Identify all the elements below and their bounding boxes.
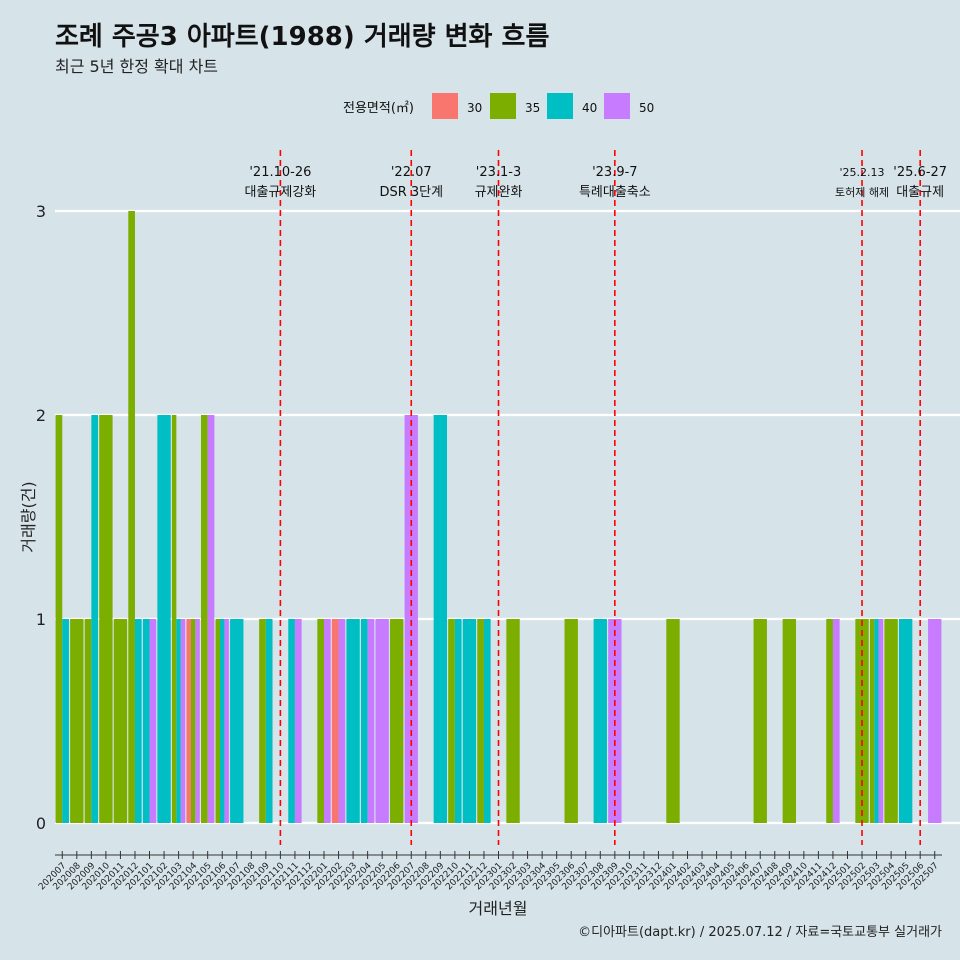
- bar-202210-40: [454, 619, 462, 823]
- bar-202407-35: [753, 619, 767, 823]
- bar-202111-50: [294, 619, 302, 823]
- bar-202104-50: [195, 619, 200, 823]
- bar-202111-40: [288, 619, 295, 823]
- legend-swatch-30: [432, 93, 458, 119]
- bar-202207-50: [404, 415, 418, 823]
- y-tick-label: 1: [36, 610, 46, 629]
- bar-202204-50: [367, 619, 375, 823]
- bar-202205-50: [375, 619, 389, 823]
- bar-202505-40: [898, 619, 913, 823]
- event-date-label: '21.10-26: [249, 165, 311, 180]
- bar-202103-35: [171, 415, 177, 823]
- event-name-label: 대출규제: [896, 185, 944, 200]
- legend-swatch-35: [490, 93, 516, 119]
- bar-202212-35: [477, 619, 484, 823]
- bar-202302-35: [506, 619, 520, 823]
- x-axis-title: 거래년월: [469, 899, 528, 918]
- y-tick-label: 0: [36, 814, 46, 833]
- bar-202007-35: [55, 415, 63, 823]
- bar-202105-35: [200, 415, 208, 823]
- event-date-label: '23.1-3: [476, 165, 521, 180]
- bar-202409-35: [782, 619, 797, 823]
- legend-label-35: 35: [525, 101, 540, 115]
- event-name-label: 규제완화: [475, 185, 523, 200]
- bar-202507-50: [928, 619, 942, 823]
- bar-202201-35: [317, 619, 325, 823]
- legend-label-30: 30: [467, 101, 482, 115]
- bar-202012-40: [134, 619, 142, 823]
- event-date-label: '22.07: [391, 165, 432, 180]
- chart-subtitle: 최근 5년 한정 확대 차트: [55, 57, 219, 76]
- bar-202211-40: [462, 619, 477, 823]
- bar-202012-35: [128, 211, 135, 823]
- bar-202209-40: [433, 415, 448, 823]
- bar-202503-50: [878, 619, 884, 823]
- bar-202010-35: [99, 415, 113, 823]
- event-name-label: 대출규제강화: [245, 185, 317, 200]
- legend: 전용면적(㎡) 30 35 40 50: [343, 93, 654, 119]
- chart-caption: ©디아파트(dapt.kr) / 2025.07.12 / 자료=국토교통부 실…: [578, 925, 942, 940]
- bar-202503-35: [869, 619, 875, 823]
- bar-202106-40: [219, 619, 225, 823]
- bar-202203-40: [346, 619, 360, 823]
- bar-202210-35: [448, 619, 455, 823]
- bar-202007-40: [62, 619, 69, 823]
- bar-202504-35: [884, 619, 898, 823]
- bar-202008-35: [70, 619, 84, 823]
- bar-202105-50: [207, 415, 215, 823]
- bar-202101-40: [142, 619, 150, 823]
- event-name-label: 토허제 해제: [835, 185, 889, 199]
- legend-label-50: 50: [639, 101, 654, 115]
- y-tick-label: 2: [36, 406, 46, 425]
- event-lines: '21.10-26 대출규제강화 '22.07 DSR 3단계 '23.1-3 규제완화 '…: [245, 150, 947, 845]
- bar-202103-40: [176, 619, 181, 823]
- bar-202201-50: [324, 619, 331, 823]
- bar-202308-40: [593, 619, 607, 823]
- bar-202102-40: [157, 415, 171, 823]
- bar-202106-50: [224, 619, 229, 823]
- event-name-label: DSR 3단계: [379, 185, 443, 200]
- bar-202106-35: [215, 619, 220, 823]
- legend-swatch-40: [547, 93, 573, 119]
- event-name-label: 특례대출축소: [579, 185, 651, 200]
- bar-202103-50: [180, 619, 186, 823]
- y-axis-title: 거래량(건): [19, 481, 38, 552]
- bar-202412-35: [826, 619, 833, 823]
- bar-202009-35: [84, 619, 92, 823]
- bar-202503-40: [874, 619, 879, 823]
- bar-202104-30: [186, 619, 191, 823]
- legend-title: 전용면적(㎡): [343, 101, 414, 116]
- bar-202009-40: [91, 415, 99, 823]
- bar-202104-35: [190, 619, 196, 823]
- bar-202401-35: [666, 619, 680, 823]
- bar-202412-50: [832, 619, 840, 823]
- bar-202206-35: [390, 619, 404, 823]
- bars: [55, 211, 942, 823]
- bar-202306-35: [564, 619, 578, 823]
- bar-202011-35: [113, 619, 128, 823]
- bar-202204-40: [360, 619, 368, 823]
- bar-202101-50: [149, 619, 157, 823]
- event-date-label: '25.6-27: [893, 165, 947, 180]
- chart-title: 조례 주공3 아파트(1988) 거래량 변화 흐름: [55, 22, 550, 52]
- bar-202109-40: [265, 619, 273, 823]
- legend-swatch-50: [604, 93, 630, 119]
- event-date-label: '25.2.13: [840, 166, 885, 179]
- bar-202109-35: [259, 619, 266, 823]
- legend-label-40: 40: [582, 101, 597, 115]
- bar-202212-40: [483, 619, 491, 823]
- y-tick-label: 3: [36, 202, 46, 221]
- event-date-label: '23.9-7: [592, 165, 637, 180]
- bar-202202-30: [331, 619, 339, 823]
- bar-202202-50: [338, 619, 346, 823]
- bar-202107-40: [230, 619, 244, 823]
